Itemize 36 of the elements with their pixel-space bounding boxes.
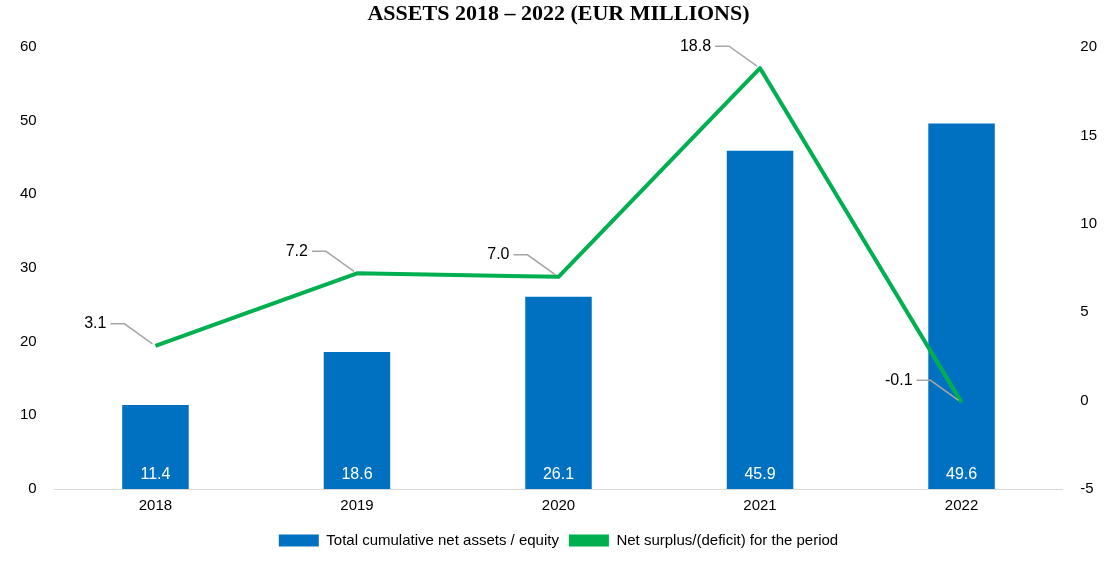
bar xyxy=(928,123,995,489)
legend-label: Net surplus/(deficit) for the period xyxy=(616,530,839,548)
x-tick-label: 2020 xyxy=(541,496,576,514)
y2-tick-label: 20 xyxy=(1080,37,1097,55)
y2-tick-label: 10 xyxy=(1080,213,1097,231)
y-tick-label: 40 xyxy=(20,184,37,202)
data-label: 49.6 xyxy=(945,465,978,483)
y-tick-label: 50 xyxy=(20,110,37,128)
x-tick-label: 2021 xyxy=(743,496,777,514)
bar xyxy=(323,351,391,489)
data-label: 26.1 xyxy=(542,465,575,483)
bar xyxy=(525,296,592,489)
y-tick-label: 10 xyxy=(20,405,37,423)
bar xyxy=(122,405,189,489)
y2-tick-label: 5 xyxy=(1080,302,1089,320)
x-tick-label: 2022 xyxy=(944,496,979,514)
data-label: 18.6 xyxy=(341,465,373,483)
x-tick-label: 2019 xyxy=(340,496,374,514)
data-label: 7.2 xyxy=(285,241,309,259)
y-tick-label: 30 xyxy=(20,258,37,276)
y-tick-label: 20 xyxy=(20,331,37,349)
y-tick-label: 60 xyxy=(20,37,37,55)
legend-label: Total cumulative net assets / equity xyxy=(326,530,560,548)
bar xyxy=(726,150,794,489)
data-label: 3.1 xyxy=(84,314,107,332)
x-tick-label: 2018 xyxy=(138,496,173,514)
y2-tick-label: 15 xyxy=(1080,125,1097,143)
data-label: 18.8 xyxy=(679,36,712,54)
data-label: 11.4 xyxy=(140,465,171,483)
data-label: -0.1 xyxy=(884,370,913,388)
y2-tick-label: 0 xyxy=(1080,390,1089,408)
chart-title: ASSETS 2018 – 2022 (EUR MILLIONS) xyxy=(366,0,751,26)
data-label: 7.0 xyxy=(487,245,510,263)
data-label: 45.9 xyxy=(744,465,776,483)
y-tick-label: 0 xyxy=(28,479,37,497)
y2-tick-label: -5 xyxy=(1080,479,1094,497)
